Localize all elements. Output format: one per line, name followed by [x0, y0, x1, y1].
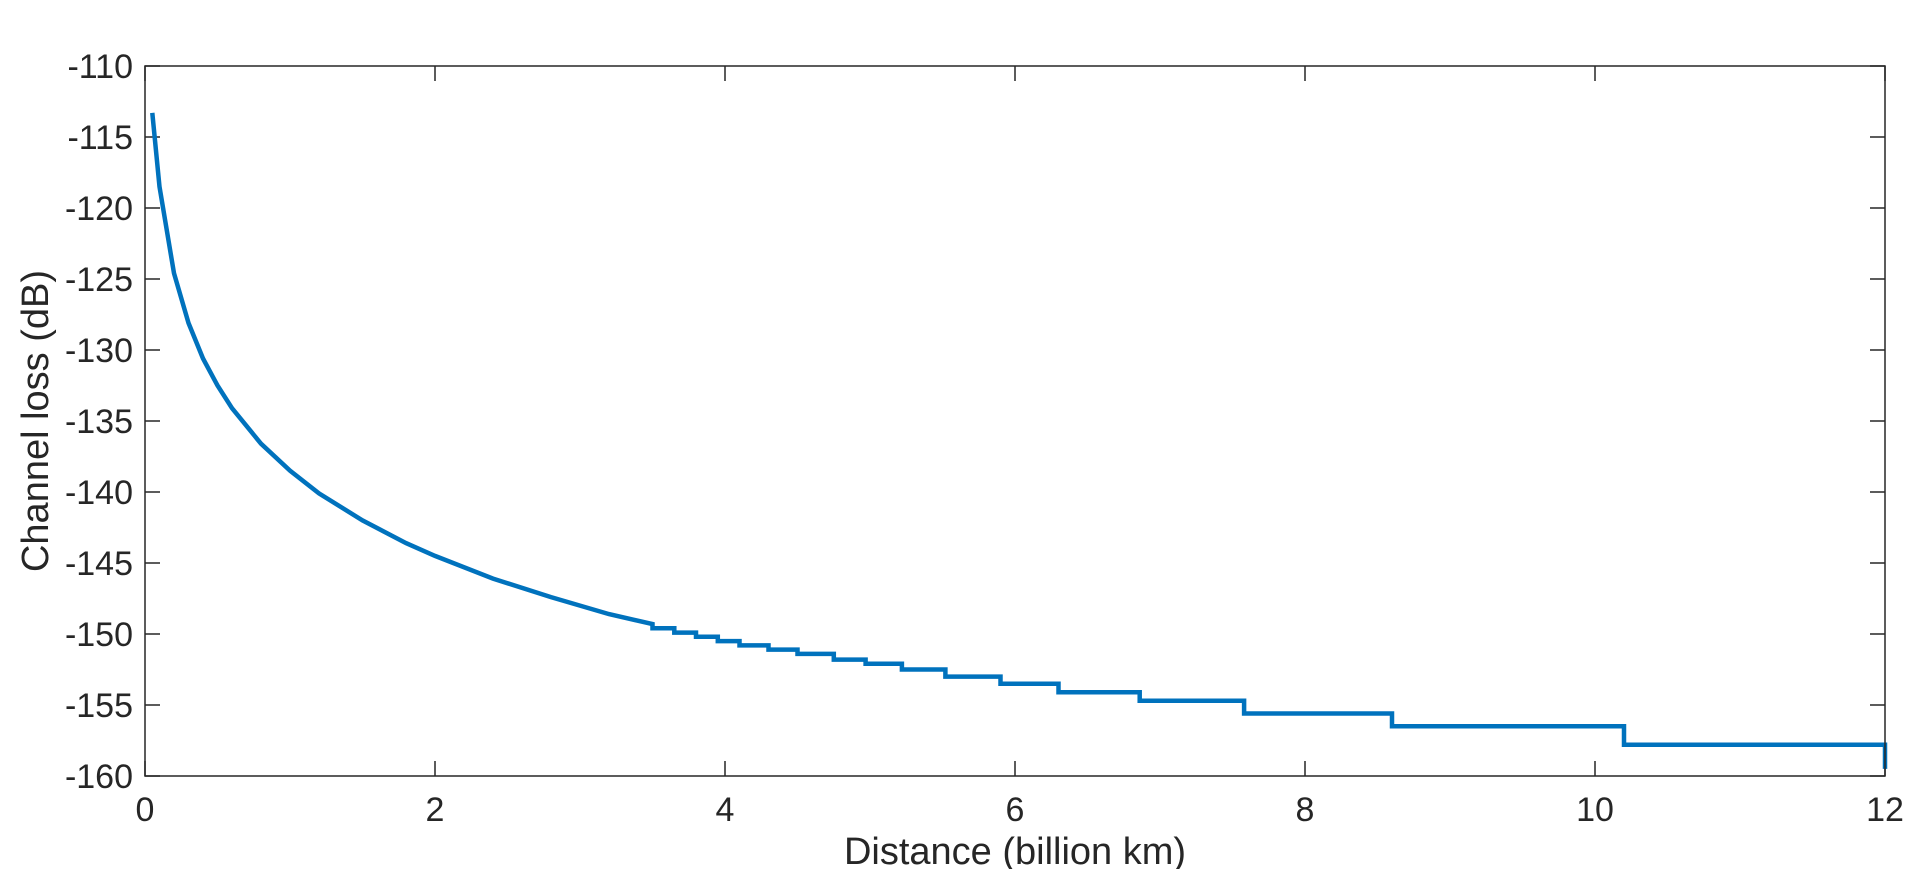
y-tick-label: -155: [65, 687, 133, 725]
series-layer: [150, 112, 1888, 769]
x-tick-label: 10: [1576, 791, 1614, 829]
plot-frame: [144, 65, 1886, 777]
x-tick-label: 6: [1006, 791, 1025, 829]
x-tick-label: 2: [426, 791, 445, 829]
x-tick-label: 0: [136, 791, 155, 829]
y-tick-label: -120: [65, 190, 133, 228]
y-tick-label: -135: [65, 403, 133, 441]
x-tick-label: 4: [716, 791, 735, 829]
x-tick-label: 8: [1296, 791, 1315, 829]
plot-area: [145, 66, 1885, 776]
y-tick-label: -160: [65, 758, 133, 796]
y-tick-label: -130: [65, 332, 133, 370]
y-tick-label: -125: [65, 261, 133, 299]
x-tick-label: 12: [1866, 791, 1904, 829]
y-tick-label: -110: [67, 48, 133, 86]
y-tick-label: -115: [67, 119, 133, 157]
series-line: [150, 112, 1888, 769]
y-tick-label: -145: [65, 545, 133, 583]
ticks: 0 2 4 6 8 10 12 -110 -115 -120 -125 -130 -135 -140 -14…: [65, 48, 1904, 829]
y-tick-label: -150: [65, 616, 133, 654]
y-axis-label: Channel loss (dB): [15, 270, 57, 572]
y-tick-label: -140: [65, 474, 133, 512]
x-axis-label: Distance (billion km): [844, 831, 1186, 869]
